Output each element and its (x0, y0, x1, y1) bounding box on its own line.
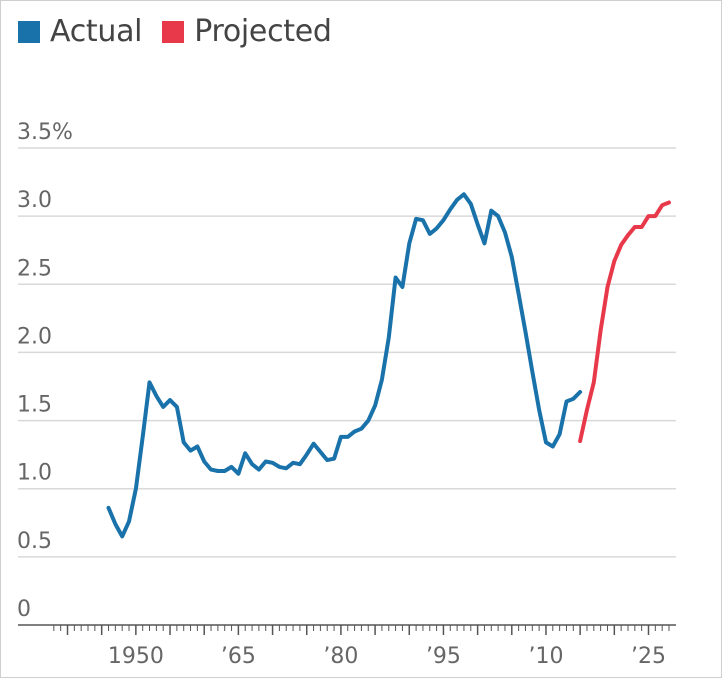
y-tick-label-5: 2.5 (17, 256, 52, 281)
legend-item-actual: Actual (18, 14, 142, 49)
legend-label-projected: Projected (194, 14, 332, 49)
legend-swatch-projected (162, 20, 185, 43)
y-tick-label-3: 1.5 (17, 393, 52, 418)
legend-swatch-actual (18, 20, 40, 43)
x-tick-label-0: 1950 (108, 644, 164, 669)
y-tick-label-6: 3.0 (17, 188, 52, 213)
x-tick-label-2: ’80 (323, 644, 358, 669)
series-line-actual (106, 192, 583, 539)
y-tick-label-7: 3.5% (17, 120, 73, 145)
y-tick-label-4: 2.0 (17, 324, 52, 349)
y-tick-label-1: 0.5 (17, 529, 52, 554)
legend: Actual Projected (18, 14, 352, 49)
x-tick-label-5: ’25 (631, 644, 666, 669)
x-tick-label-4: ’10 (528, 644, 563, 669)
x-tick-label-3: ’95 (426, 644, 461, 669)
series-line-projected (578, 200, 671, 443)
x-tick-label-1: ’65 (221, 644, 256, 669)
y-tick-label-0: 0 (17, 597, 31, 622)
legend-label-actual: Actual (50, 14, 143, 49)
y-tick-label-2: 1.0 (17, 461, 52, 486)
legend-item-projected: Projected (162, 14, 332, 49)
